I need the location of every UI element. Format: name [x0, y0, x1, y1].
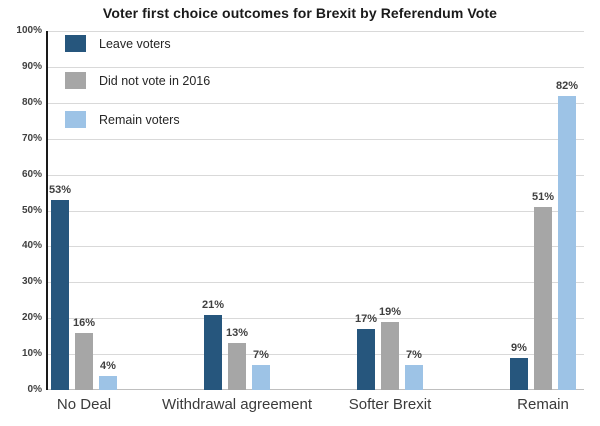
bar-did-not-vote-in-2016-3	[534, 207, 552, 390]
category-label-no-deal: No Deal	[56, 396, 112, 413]
y-axis-line	[46, 31, 48, 390]
y-tick-label: 40%	[21, 240, 42, 251]
bar-leave-voters-3	[510, 358, 528, 390]
legend-entry-remain-voters: Remain voters	[65, 111, 180, 128]
bar-did-not-vote-in-2016-0	[75, 333, 93, 390]
legend-entry-leave-voters: Leave voters	[65, 35, 171, 52]
gridline	[47, 139, 584, 140]
bar-remain-voters-1	[252, 365, 270, 390]
data-label: 51%	[531, 191, 555, 203]
y-tick-label: 10%	[21, 348, 42, 359]
bar-did-not-vote-in-2016-2	[381, 322, 399, 390]
x-axis-line	[47, 389, 584, 390]
bar-leave-voters-0	[51, 200, 69, 390]
y-tick-label: 60%	[21, 169, 42, 180]
bar-remain-voters-0	[99, 376, 117, 390]
data-label: 82%	[555, 80, 579, 92]
category-label-remain: Remain	[517, 396, 569, 413]
legend-entry-did-not-vote-in-2016: Did not vote in 2016	[65, 72, 210, 89]
plot-area: 53% 21% 17% 9% 16% 13% 19% 51% 4% 7% 7% 82%	[46, 31, 584, 390]
y-tick-label: 100%	[16, 25, 42, 36]
data-label: 7%	[406, 349, 422, 361]
y-tick-label: 70%	[21, 133, 42, 144]
y-tick-label: 90%	[21, 61, 42, 72]
y-tick-label: 80%	[21, 97, 42, 108]
category-label-withdrawal-agreement: Withdrawal agreement	[161, 396, 313, 413]
chart-title: Voter first choice outcomes for Brexit b…	[102, 5, 498, 21]
bar-leave-voters-2	[357, 329, 375, 390]
data-label: 16%	[72, 317, 96, 329]
gridline	[47, 175, 584, 176]
legend-swatch-icon	[65, 72, 86, 89]
gridline	[47, 282, 584, 283]
data-label: 17%	[354, 313, 378, 325]
gridline	[47, 354, 584, 355]
data-label: 19%	[378, 306, 402, 318]
bar-remain-voters-3	[558, 96, 576, 390]
y-tick-label: 30%	[21, 276, 42, 287]
bar-did-not-vote-in-2016-1	[228, 343, 246, 390]
gridline	[47, 103, 584, 104]
category-label-softer-brexit: Softer Brexit	[348, 396, 432, 413]
y-tick-label: 0%	[27, 384, 42, 395]
gridline	[47, 31, 584, 32]
legend-label: Remain voters	[99, 112, 180, 127]
legend-swatch-icon	[65, 111, 86, 128]
legend-label: Leave voters	[99, 36, 171, 51]
data-label: 4%	[100, 360, 116, 372]
data-label: 21%	[201, 299, 225, 311]
gridline	[47, 246, 584, 247]
gridline	[47, 67, 584, 68]
data-label: 7%	[253, 349, 269, 361]
data-label: 53%	[48, 184, 72, 196]
bar-leave-voters-1	[204, 315, 222, 390]
gridline	[47, 211, 584, 212]
y-tick-label: 50%	[21, 205, 42, 216]
y-tick-label: 20%	[21, 312, 42, 323]
bar-remain-voters-2	[405, 365, 423, 390]
legend-swatch-icon	[65, 35, 86, 52]
data-label: 13%	[225, 327, 249, 339]
data-label: 9%	[511, 342, 527, 354]
gridline	[47, 318, 584, 319]
legend-label: Did not vote in 2016	[99, 73, 211, 88]
